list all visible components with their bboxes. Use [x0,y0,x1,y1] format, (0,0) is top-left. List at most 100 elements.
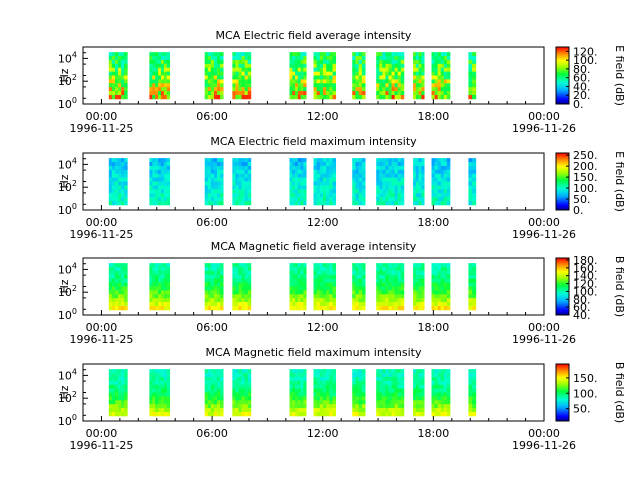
heat-cell [376,177,380,182]
heat-cell [220,274,224,280]
heat-cell [297,373,301,378]
heat-cell [322,267,327,272]
heat-cell [244,408,249,413]
heat-cell [332,392,337,397]
heat-cell [382,388,386,393]
heat-cell [376,83,380,88]
heat-cell [114,298,119,303]
heat-cell [418,169,422,175]
heat-cell [152,294,156,299]
heat-cell [303,282,307,287]
heat-cell [300,294,304,299]
heat-cell [118,384,122,390]
heat-cell [121,185,125,190]
heat-cell [316,267,321,272]
heat-cell [440,75,445,80]
heat-cell [437,91,442,96]
heat-cell [111,376,116,382]
heat-cell [472,388,477,393]
heat-cell [394,392,399,397]
heat-cell [313,189,318,194]
heat-cell [437,189,442,194]
heat-cell [207,369,212,374]
heat-cell [394,87,399,92]
heat-cell [238,396,242,401]
heat-cell [210,298,215,303]
heat-cell [316,380,321,386]
heat-cell [297,169,301,175]
heat-cell [415,173,420,179]
heat-cell [400,392,405,397]
heat-cell [376,305,380,311]
heat-cell [388,263,392,268]
heat-cell [247,162,252,167]
heat-cell [379,56,383,61]
heat-cell [394,290,399,295]
heat-cell [397,177,402,182]
heat-cell [158,75,162,80]
heat-cell [376,408,380,413]
heat-cell [437,384,442,390]
heat-cell [158,294,162,299]
heat-cell [472,294,477,299]
heat-cell [114,380,119,386]
heat-cell [413,267,417,272]
heat-cell [241,94,246,100]
heat-cell [313,384,318,390]
heat-cell [108,396,113,401]
heat-cell [166,392,171,397]
heat-cell [316,302,321,307]
heat-cell [303,396,307,401]
heat-cell [121,267,125,272]
heat-cell [361,59,366,65]
heat-cell [379,177,383,182]
heat-cell [382,94,386,100]
heat-cell [358,193,363,198]
heat-cell [391,197,396,202]
heat-cell [155,94,159,100]
heat-cell [297,79,301,84]
heat-cell [400,177,405,182]
heat-cell [468,71,473,76]
heat-cell [472,282,477,287]
heat-cell [329,75,333,80]
heat-cell [400,298,405,303]
heat-cell [322,373,327,378]
heat-cell [326,177,330,182]
heat-cell [322,384,327,390]
heat-cell [382,79,386,84]
heat-cell [385,83,389,88]
heat-cell [238,388,242,393]
heat-cell [376,411,380,417]
heat-cell [326,79,330,84]
heat-cell [415,169,420,175]
x-end-date: 1996-11-26 [512,228,576,241]
heat-cell [292,59,296,65]
heat-cell [292,189,296,194]
heat-cell [440,392,445,397]
heat-cell [391,400,396,405]
heat-cell [241,177,246,182]
heat-cell [124,67,128,72]
heat-cell [207,384,212,390]
heat-cell [235,193,239,198]
heat-cell [149,169,153,175]
heat-cell [418,200,422,206]
heat-cell [160,181,165,186]
heat-cell [397,376,402,382]
heat-cell [468,302,473,307]
heat-cell [235,189,239,194]
heat-cell [434,388,439,393]
heat-cell [121,200,125,206]
heat-cell [108,282,113,287]
heat-cell [210,290,215,295]
heat-cell [388,177,392,182]
heat-cell [300,200,304,206]
heat-cell [217,376,221,382]
heat-cell [434,396,439,401]
heat-cell [379,87,383,92]
heat-cell [207,193,212,198]
heat-cell [329,411,333,417]
heat-cell [210,189,215,194]
heat-cell [152,396,156,401]
